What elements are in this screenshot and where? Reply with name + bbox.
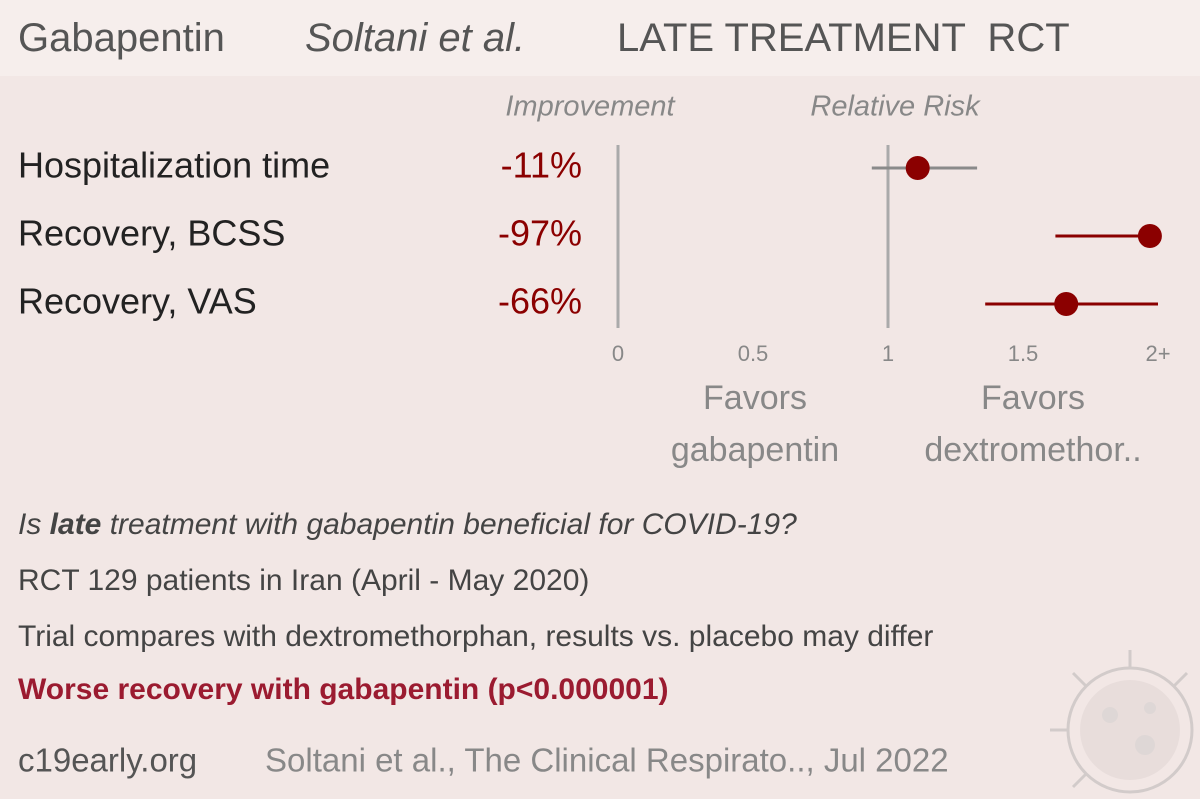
x-tick-label: 1	[882, 341, 894, 366]
point-estimate	[905, 156, 930, 180]
x-tick-label: 0.5	[738, 341, 769, 366]
improvement-label: -66%	[498, 281, 582, 322]
improvement-header: Improvement	[505, 91, 676, 123]
favors-left: Favors	[703, 379, 807, 417]
title-authors: Soltani et al.	[305, 16, 525, 60]
x-tick-label: 1.5	[1008, 341, 1039, 366]
summary-line: Trial compares with dextromethorphan, re…	[18, 620, 933, 653]
title: Gabapentin Soltani et al. LATE TREATMENT…	[18, 16, 1070, 60]
row-label: Hospitalization time	[18, 145, 330, 186]
risk-header: Relative Risk	[810, 91, 981, 123]
x-tick-label: 0	[612, 341, 624, 366]
virus-icon	[1050, 650, 1194, 794]
row-label: Recovery, BCSS	[18, 213, 285, 254]
favors-right: dextromethor..	[924, 431, 1141, 469]
site: c19early.org	[18, 742, 197, 779]
point-estimate	[1137, 224, 1162, 248]
question-emphasis: late	[50, 508, 102, 541]
question: Is late treatment with gabapentin benefi…	[18, 508, 797, 541]
title-type: LATE TREATMENT RCT	[617, 16, 1070, 60]
citation: Soltani et al., The Clinical Respirato..…	[265, 742, 949, 779]
title-drug: Gabapentin	[18, 16, 225, 60]
row-label: Recovery, VAS	[18, 281, 257, 322]
point-estimate	[1054, 292, 1079, 316]
question-part: Is	[18, 508, 50, 541]
conclusion: Worse recovery with gabapentin (p<0.0000…	[18, 673, 669, 706]
summary-line: RCT 129 patients in Iran (April - May 20…	[18, 564, 589, 597]
x-tick-label: 2+	[1145, 341, 1170, 366]
favors-left: gabapentin	[671, 431, 839, 469]
improvement-label: -97%	[498, 213, 582, 254]
improvement-label: -11%	[501, 145, 582, 186]
question-part: treatment with gabapentin beneficial for…	[101, 508, 797, 541]
favors-right: Favors	[981, 379, 1085, 417]
title-band	[0, 0, 1200, 76]
